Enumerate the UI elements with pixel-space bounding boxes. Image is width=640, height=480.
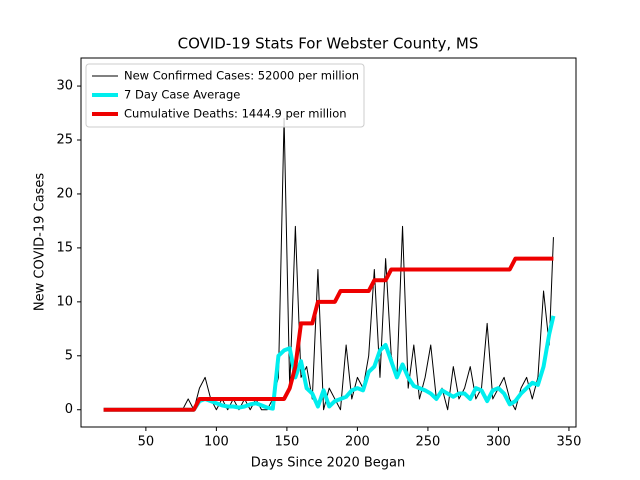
axes-frame [80,57,577,428]
chart-title: COVID-19 Stats For Webster County, MS [178,35,479,53]
plot-area [103,117,556,412]
x-tick-label: 150 [274,435,299,450]
y-tick-label: 15 [56,240,73,255]
y-axis-label: New COVID-19 Cases [33,173,48,311]
legend-label: New Confirmed Cases: 52000 per million [124,69,359,83]
y-tick-label: 30 [56,79,73,94]
x-tick-label: 350 [557,435,582,450]
x-tick-label: 250 [416,435,441,450]
legend-label: Cumulative Deaths: 1444.9 per million [124,107,347,121]
y-tick-label: 5 [65,348,73,363]
x-axis-label: Days Since 2020 Began [251,456,406,471]
legend-box [85,63,365,128]
y-tick-label: 25 [56,133,73,148]
x-tick-label: 300 [486,435,511,450]
y-tick-label: 10 [56,294,73,309]
x-tick-label: 200 [345,435,370,450]
legend-label: 7 Day Case Average [124,88,240,102]
x-tick-label: 50 [138,435,155,450]
y-tick-label: 0 [65,402,73,417]
series-line [103,256,554,412]
y-tick-label: 20 [56,186,73,201]
x-tick-label: 100 [204,435,229,450]
